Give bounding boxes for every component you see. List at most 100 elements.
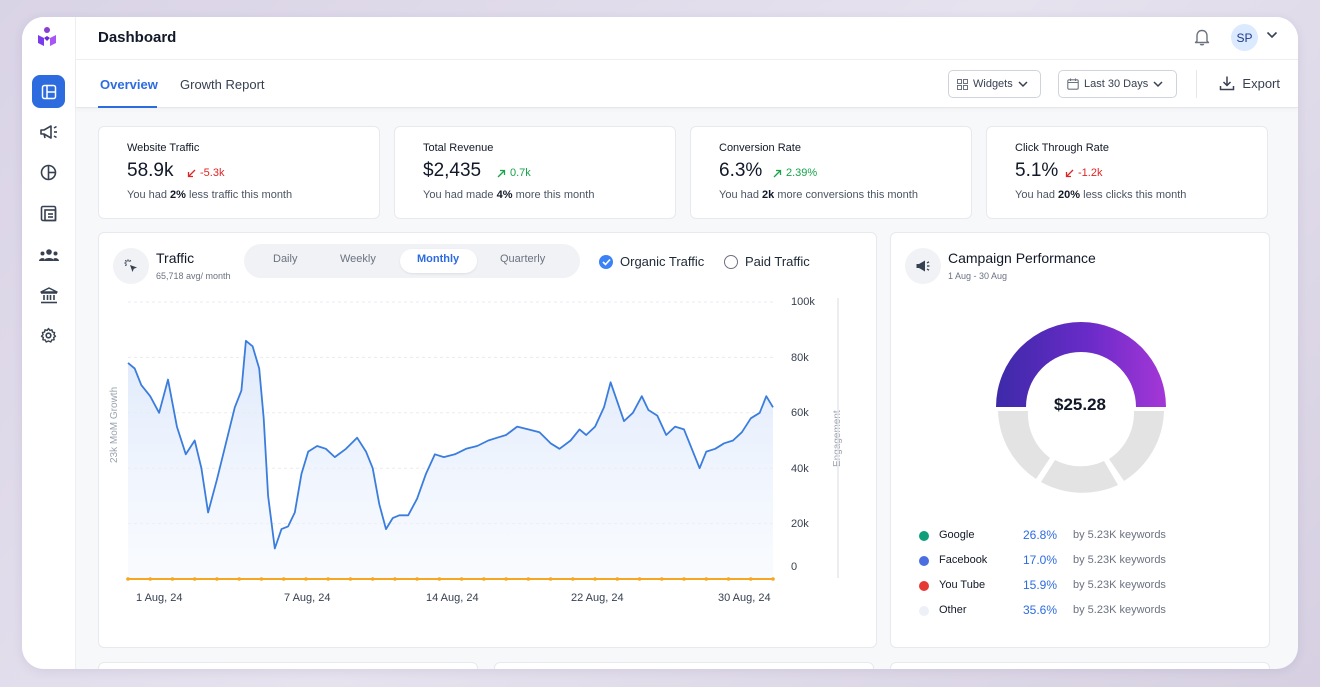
kpi-subtext: You had 20% less clicks this month — [1015, 189, 1186, 201]
legend-row-other: Other 35.6% by 5.23K keywords — [919, 603, 1219, 619]
chevron-down-icon[interactable] — [1266, 31, 1278, 39]
kpi-sub-pre: You had — [719, 189, 763, 201]
cursor-click-icon — [124, 259, 137, 272]
legend-keywords: by 5.23K keywords — [1073, 529, 1166, 541]
sidebar-item-dashboard[interactable] — [32, 75, 65, 108]
legend-dot — [919, 581, 929, 591]
kpi-card-website-traffic: Website Traffic 58.9k -5.3k You had 2% l… — [98, 126, 380, 219]
kpi-title: Click Through Rate — [1015, 142, 1109, 154]
check-circle-icon — [599, 254, 613, 269]
kpi-sub-post: less traffic this month — [185, 189, 293, 201]
legend-keywords: by 5.23K keywords — [1073, 604, 1166, 616]
period-quarterly[interactable]: Quarterly — [500, 253, 546, 265]
bottom-card — [890, 662, 1270, 669]
bank-icon — [39, 287, 58, 304]
baseline-point — [370, 577, 375, 581]
arrow-up-right-icon — [497, 169, 506, 177]
baseline-point — [593, 577, 597, 581]
top-bar: Dashboard SP — [76, 17, 1298, 60]
campaign-card: Campaign Performance 1 Aug - 30 Aug $25.… — [890, 232, 1270, 648]
kpi-sub-bold: 4% — [496, 189, 513, 201]
kpi-delta-value: 2.39% — [786, 167, 818, 179]
legend-pct: 15.9% — [1023, 578, 1058, 592]
kpi-delta: 0.7k — [497, 167, 531, 179]
legend-keywords: by 5.23K keywords — [1073, 554, 1166, 566]
kpi-sub-pre: You had made — [423, 189, 497, 201]
widgets-label: Widgets — [973, 78, 1013, 90]
period-daily[interactable]: Daily — [273, 253, 298, 265]
page-title: Dashboard — [98, 29, 177, 46]
legend-row-google: Google 26.8% by 5.23K keywords — [919, 528, 1219, 544]
sidebar-item-bank[interactable] — [32, 279, 65, 312]
kpi-sub-bold: 20% — [1058, 189, 1081, 201]
legend-pct: 35.6% — [1023, 603, 1058, 617]
x-tick: 22 Aug, 24 — [571, 592, 624, 604]
sidebar-item-settings[interactable] — [32, 319, 65, 352]
tab-overview[interactable]: Overview — [100, 77, 158, 92]
megaphone-icon — [916, 260, 930, 272]
tab-growth-report[interactable]: Growth Report — [180, 77, 265, 92]
legend-name: Facebook — [939, 554, 988, 566]
sidebar-item-gallery[interactable] — [32, 197, 65, 230]
active-tab-indicator — [98, 106, 157, 108]
kpi-subtext: You had made 4% more this month — [423, 189, 594, 201]
sidebar-item-analytics[interactable] — [32, 156, 65, 189]
period-weekly[interactable]: Weekly — [340, 253, 376, 265]
traffic-title: Traffic — [156, 250, 195, 266]
legend-keywords: by 5.23K keywords — [1073, 579, 1166, 591]
kpi-delta-value: 0.7k — [510, 167, 531, 179]
kpi-sub-bold: 2k — [762, 189, 775, 201]
legend-dot — [919, 606, 929, 616]
donut-top-arc — [996, 322, 1166, 407]
megaphone-icon — [39, 124, 57, 139]
kpi-value: 5.1% — [1015, 160, 1059, 181]
export-label: Export — [1242, 75, 1280, 91]
y-tick: 20k — [791, 518, 809, 530]
kpi-title: Conversion Rate — [719, 142, 801, 154]
period-monthly[interactable]: Monthly — [417, 253, 460, 265]
period-active-indicator — [400, 249, 477, 273]
legend-pct: 17.0% — [1023, 553, 1058, 567]
sidebar-item-users[interactable] — [32, 238, 65, 271]
paid-traffic-toggle[interactable]: Paid Traffic — [724, 254, 810, 269]
baseline-point — [415, 577, 419, 581]
date-range-select[interactable]: Last 30 Days — [1058, 70, 1177, 98]
baseline-point — [148, 577, 153, 581]
kpi-card-conversion-rate: Conversion Rate 6.3% 2.39% You had 2k mo… — [690, 126, 972, 219]
kpi-card-total-revenue: Total Revenue $2,435 0.7k You had made 4… — [394, 126, 676, 219]
kpi-sub-pre: You had — [1015, 189, 1059, 201]
sidebar-item-campaigns[interactable] — [32, 115, 65, 148]
widgets-button[interactable]: Widgets — [948, 70, 1041, 98]
brand-logo — [38, 27, 56, 46]
donut-segment-bottom — [1041, 460, 1118, 493]
baseline-point — [748, 577, 753, 581]
kpi-subtext: You had 2k more conversions this month — [719, 189, 918, 201]
legend-name: You Tube — [939, 579, 986, 591]
bottom-card — [494, 662, 874, 669]
baseline-point — [326, 577, 330, 581]
gallery-icon — [40, 205, 57, 222]
legend-dot — [919, 556, 929, 566]
baseline-point — [659, 577, 664, 581]
baseline-point — [482, 577, 486, 581]
baseline-point — [237, 577, 242, 581]
baseline-point — [637, 577, 642, 581]
baseline-point — [192, 577, 197, 581]
users-icon — [38, 248, 59, 261]
layout-icon — [41, 84, 56, 99]
export-button[interactable]: Export — [1219, 75, 1280, 91]
avatar[interactable]: SP — [1231, 24, 1258, 51]
kpi-value: 6.3% — [719, 160, 763, 181]
organic-traffic-toggle[interactable]: Organic Traffic — [599, 254, 704, 269]
period-segmented-control: Daily Weekly Monthly Quarterly — [244, 244, 580, 278]
bell-icon[interactable] — [1194, 28, 1210, 46]
kpi-sub-pre: You had — [127, 189, 171, 201]
y-tick: 0 — [791, 561, 798, 573]
donut-segment-left — [998, 411, 1050, 479]
kpi-delta: -5.3k — [187, 167, 224, 179]
arrow-down-left-icon — [1065, 169, 1074, 177]
baseline-point — [682, 577, 686, 581]
legend-row-facebook: Facebook 17.0% by 5.23K keywords — [919, 553, 1219, 569]
donut-segment-right — [1109, 411, 1164, 481]
kpi-title: Website Traffic — [127, 142, 200, 154]
